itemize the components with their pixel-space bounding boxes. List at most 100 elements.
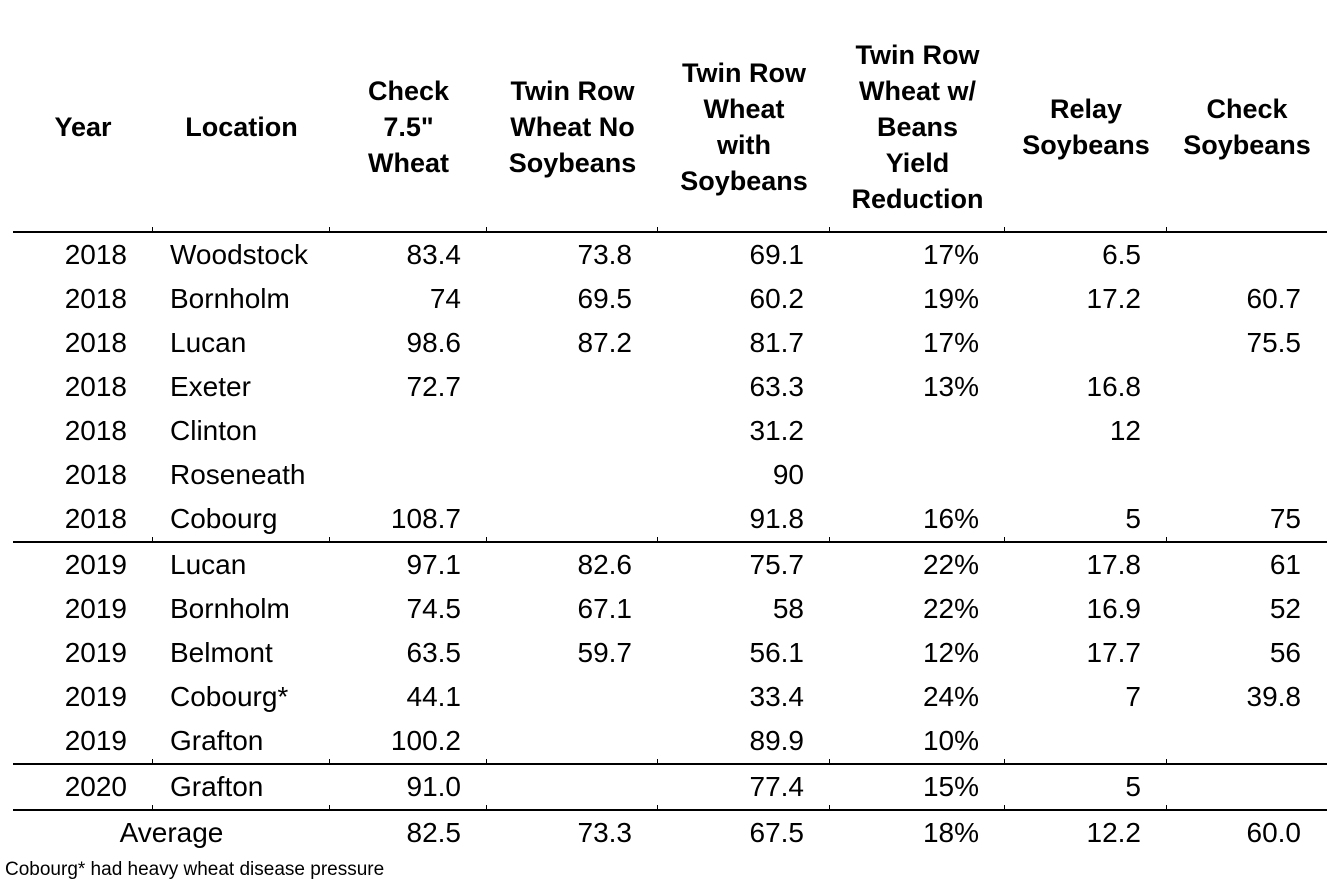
- relay-soybeans-cell: 12: [1109, 415, 1141, 446]
- relay-soybeans-cell: [1005, 321, 1167, 365]
- twin-row-wheat-no-soybeans-cell: 82.6: [577, 549, 633, 580]
- twin-row-yield-reduction-cell: [830, 409, 1005, 453]
- twin-row-wheat-with-soybeans-average-cell: 67.5: [749, 817, 805, 848]
- check-wheat-cell: 100.2: [330, 719, 487, 765]
- location-cell: Cobourg*: [170, 681, 289, 712]
- location-cell: Belmont: [170, 637, 273, 668]
- check-soybeans-cell: 56: [1269, 637, 1301, 668]
- twin-row-wheat-no-soybeans-cell: 87.2: [577, 327, 633, 358]
- twin-row-yield-reduction-cell: 10%: [830, 719, 1005, 765]
- location-cell: Cobourg: [153, 497, 330, 543]
- table-row: 2020 Grafton 91.0 77.4 15% 5: [13, 764, 1327, 811]
- check-soybeans-cell: 75.5: [1246, 327, 1302, 358]
- check-wheat-cell: 74: [429, 283, 461, 314]
- twin-row-yield-reduction-cell: 13%: [922, 371, 979, 402]
- twin-row-wheat-with-soybeans-cell: 63.3: [749, 371, 805, 402]
- twin-row-yield-reduction-cell: 15%: [830, 764, 1005, 811]
- twin-row-wheat-with-soybeans-cell: 69.1: [749, 239, 805, 270]
- year-cell: 2019: [64, 593, 127, 624]
- check-wheat-cell: 83.4: [406, 239, 462, 270]
- twin-row-wheat-no-soybeans-cell: [487, 453, 658, 497]
- table-row: 2018 Clinton 31.2 12: [13, 409, 1327, 453]
- twin-row-wheat-with-soybeans-cell: 31.2: [749, 415, 805, 446]
- header-row: Year Location Check 7.5" Wheat Twin Row Whe…: [13, 0, 1327, 233]
- twin-row-wheat-with-soybeans-cell: 60.2: [749, 283, 805, 314]
- twin-row-wheat-with-soybeans-cell: 58: [772, 593, 804, 624]
- table-row: 2019 Grafton 100.2 89.9 10%: [13, 719, 1327, 765]
- table-row: 2018 Roseneath 90: [13, 453, 1327, 497]
- year-cell: 2018: [64, 283, 127, 314]
- twin-row-wheat-with-soybeans-cell: 90: [772, 459, 804, 490]
- table-row: 2019 Belmont 63.5 59.7 56.1 12% 17.7 56: [13, 631, 1327, 675]
- twin-row-wheat-with-soybeans-cell: 75.7: [749, 549, 805, 580]
- column-header-check-wheat: Check 7.5" Wheat: [330, 0, 487, 233]
- check-wheat-cell: 98.6: [406, 327, 462, 358]
- check-soybeans-cell: [1167, 232, 1327, 277]
- twin-row-yield-reduction-cell: 17%: [922, 327, 979, 358]
- twin-row-wheat-no-soybeans-cell: [487, 675, 658, 719]
- relay-soybeans-average-cell: 12.2: [1086, 817, 1142, 848]
- twin-row-yield-reduction-cell: 16%: [830, 497, 1005, 543]
- check-soybeans-cell: [1167, 365, 1327, 409]
- twin-row-wheat-no-soybeans-cell: 69.5: [577, 283, 633, 314]
- twin-row-wheat-no-soybeans-cell: [487, 719, 658, 765]
- twin-row-wheat-with-soybeans-cell: 56.1: [749, 637, 805, 668]
- table-row: 2019 Lucan 97.1 82.6 75.7 22% 17.8 61: [13, 542, 1327, 587]
- check-wheat-cell: 72.7: [406, 371, 462, 402]
- year-cell: 2020: [13, 764, 153, 811]
- twin-row-wheat-with-soybeans-cell: 33.4: [749, 681, 805, 712]
- relay-soybeans-cell: 17.2: [1086, 283, 1142, 314]
- check-soybeans-cell: [1167, 719, 1327, 765]
- year-cell: 2019: [64, 637, 127, 668]
- location-cell: Exeter: [170, 371, 251, 402]
- table-row: 2018 Bornholm 74 69.5 60.2 19% 17.2 60.7: [13, 277, 1327, 321]
- twin-row-wheat-no-soybeans-cell: [487, 764, 658, 811]
- check-soybeans-cell: [1167, 764, 1327, 811]
- twin-row-wheat-no-soybeans-cell: 73.8: [577, 239, 633, 270]
- location-cell: Woodstock: [170, 239, 308, 270]
- twin-row-wheat-with-soybeans-cell: 89.9: [658, 719, 830, 765]
- table-row: 2018 Woodstock 83.4 73.8 69.1 17% 6.5: [13, 232, 1327, 277]
- year-cell: 2018: [64, 239, 127, 270]
- location-cell: Bornholm: [170, 283, 290, 314]
- column-header-relay-soybeans: Relay Soybeans: [1005, 0, 1167, 233]
- check-soybeans-average-cell: 60.0: [1246, 817, 1302, 848]
- twin-row-wheat-with-soybeans-cell: 77.4: [658, 764, 830, 811]
- average-label: Average: [119, 817, 224, 848]
- check-wheat-cell: [330, 453, 487, 497]
- table-row: 2019 Cobourg* 44.1 33.4 24% 7 39.8: [13, 675, 1327, 719]
- column-header-location: Location: [153, 0, 330, 233]
- year-cell: 2018: [64, 415, 127, 446]
- relay-soybeans-cell: 5: [1005, 497, 1167, 543]
- check-wheat-cell: 97.1: [406, 549, 462, 580]
- year-cell: 2019: [13, 719, 153, 765]
- table-row: 2018 Exeter 72.7 63.3 13% 16.8: [13, 365, 1327, 409]
- check-soybeans-cell: 52: [1269, 593, 1301, 624]
- relay-soybeans-cell: 16.8: [1086, 371, 1142, 402]
- relay-soybeans-cell: 7: [1125, 681, 1141, 712]
- year-cell: 2018: [64, 371, 127, 402]
- location-cell: Lucan: [170, 549, 247, 580]
- table-header: Year Location Check 7.5" Wheat Twin Row Whe…: [13, 0, 1327, 233]
- location-cell: Lucan: [170, 327, 247, 358]
- twin-row-yield-reduction-cell: 22%: [922, 549, 979, 580]
- check-wheat-cell: [330, 409, 487, 453]
- column-header-twin-row-wheat-no-soybeans: Twin Row Wheat No Soybeans: [487, 0, 658, 233]
- relay-soybeans-cell: 6.5: [1102, 239, 1141, 270]
- column-header-year: Year: [13, 0, 153, 233]
- column-header-twin-row-yield-reduction: Twin Row Wheat w/ Beans Yield Reduction: [830, 0, 1005, 233]
- check-wheat-cell: 44.1: [406, 681, 462, 712]
- location-cell: Bornholm: [170, 593, 290, 624]
- twin-row-wheat-no-soybeans-cell: 67.1: [577, 593, 633, 624]
- check-wheat-cell: 74.5: [406, 593, 462, 624]
- twin-row-wheat-with-soybeans-cell: 91.8: [658, 497, 830, 543]
- year-cell: 2019: [64, 549, 127, 580]
- relay-soybeans-cell: 16.9: [1086, 593, 1142, 624]
- table-body: 2018 Woodstock 83.4 73.8 69.1 17% 6.5 2018 Bornh…: [13, 232, 1327, 855]
- table-row: 2019 Bornholm 74.5 67.1 58 22% 16.9 52: [13, 587, 1327, 631]
- average-row: Average 82.5 73.3 67.5 18% 12.2 60.0: [13, 810, 1327, 855]
- relay-soybeans-cell: 17.7: [1086, 637, 1142, 668]
- twin-row-wheat-with-soybeans-cell: 81.7: [749, 327, 805, 358]
- table-row: 2018 Lucan 98.6 87.2 81.7 17% 75.5: [13, 321, 1327, 365]
